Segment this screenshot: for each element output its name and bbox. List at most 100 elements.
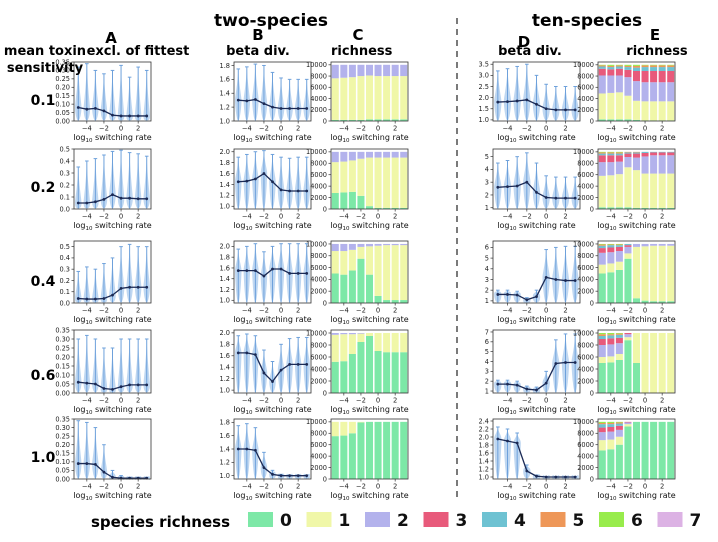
ytick-label-d1-5: 3.5 xyxy=(479,61,490,69)
mean-point-b1-x8 xyxy=(305,107,309,110)
bar-e2-x6-richness-1 xyxy=(650,173,658,208)
legend-swatch-4 xyxy=(482,512,507,527)
mean-point-a2-x4 xyxy=(111,193,114,197)
row-header-line-2: sensitivity xyxy=(7,61,84,76)
bar-e2-x4-richness-1 xyxy=(632,170,641,208)
bar-c2-x4-richness-2 xyxy=(365,151,374,158)
xtick-label-a4-1: −2 xyxy=(99,397,109,405)
row-label-0.6: 0.6 xyxy=(31,368,56,384)
ytick-label-e4-3: 6000 xyxy=(577,353,594,361)
xlabel-e1: log10 switching rate xyxy=(597,133,676,144)
xtick-label-d3-1: −2 xyxy=(522,307,532,315)
bar-c1-x7-richness-0 xyxy=(391,119,399,121)
mean-point-b1-x0 xyxy=(236,98,240,102)
row-label-0.1: 0.1 xyxy=(31,93,56,109)
bar-e3-x0-richness-3 xyxy=(598,248,606,253)
bar-e2-x3-richness-1 xyxy=(624,167,632,208)
bar-e4-x5-richness-1 xyxy=(641,333,649,393)
mean-point-b2-x2 xyxy=(253,177,257,181)
bar-e5-x4-richness-0 xyxy=(632,421,641,479)
ytick-label-c3-2: 4000 xyxy=(310,276,327,284)
bar-c3-x6-richness-0 xyxy=(383,300,391,303)
bar-c5-x2-richness-0 xyxy=(348,433,356,479)
bar-e5-x2-richness-5 xyxy=(615,422,623,424)
xtick-label-e2-1: −2 xyxy=(623,213,633,221)
bar-e3-x1-richness-0 xyxy=(607,272,615,303)
mean-point-d3-x3 xyxy=(525,298,529,302)
ytick-label-a4-2: 0.10 xyxy=(55,371,70,379)
xtick-label-d2-3: 2 xyxy=(563,213,567,221)
axes-frame-b2 xyxy=(233,148,312,210)
xtick-label-a5-1: −2 xyxy=(99,483,109,491)
ytick-label-a4-1: 0.05 xyxy=(55,380,70,388)
mean-point-b3-x4 xyxy=(271,267,274,271)
mean-point-b5-x6 xyxy=(288,474,292,478)
xtick-label-c1-3: 2 xyxy=(393,125,397,133)
xtick-label-e5-0: −4 xyxy=(606,483,616,491)
ytick-label-b4-3: 1.6 xyxy=(220,352,231,360)
ytick-label-a4-0: 0.00 xyxy=(55,389,70,397)
xtick-label-b3-0: −4 xyxy=(242,307,252,315)
axes-frame-e2 xyxy=(597,148,676,210)
bar-e5-x2-richness-1 xyxy=(615,436,623,445)
bar-e2-x2-richness-1 xyxy=(615,174,623,208)
xtick-label-c4-0: −4 xyxy=(339,397,349,405)
bar-c4-x2-richness-0 xyxy=(348,354,356,393)
ytick-label-d2-4: 5 xyxy=(485,153,489,161)
xtick-label-d5-1: −2 xyxy=(522,483,532,491)
mean-point-b3-x1 xyxy=(245,269,249,273)
ytick-label-e3-2: 4000 xyxy=(577,276,594,284)
xtick-label-b1-1: −2 xyxy=(259,125,269,133)
mean-point-d2-x6 xyxy=(554,196,558,200)
axes-frame-e5 xyxy=(597,418,676,480)
ytick-label-b2-4: 1.8 xyxy=(220,159,231,167)
bar-e1-x4-richness-4 xyxy=(632,67,641,71)
legend-label-7: 7 xyxy=(690,511,702,531)
xtick-label-e5-1: −2 xyxy=(623,483,633,491)
mean-point-b5-x0 xyxy=(236,447,240,451)
bar-e3-x6-richness-1 xyxy=(650,245,658,302)
bar-e2-x1-richness-1 xyxy=(607,175,615,208)
bar-e1-x1-richness-0 xyxy=(607,119,615,121)
ytick-label-d4-3: 4 xyxy=(485,358,489,366)
ytick-label-a5-2: 0.10 xyxy=(55,458,70,466)
mean-point-a1-x4 xyxy=(111,113,114,117)
xtick-label-b3-3: 2 xyxy=(296,307,300,315)
bar-c4-x8-richness-1 xyxy=(400,333,408,353)
xtick-label-b4-0: −4 xyxy=(242,397,252,405)
ytick-label-a3-1: 0.1 xyxy=(60,288,71,296)
xtick-label-b2-0: −4 xyxy=(242,213,252,221)
mean-point-b2-x6 xyxy=(288,189,292,193)
bar-e1-x8-richness-6 xyxy=(667,64,675,66)
bar-e4-x2-richness-6 xyxy=(615,333,623,334)
xtick-label-b1-2: 0 xyxy=(279,125,283,133)
xlabel-c4: log10 switching rate xyxy=(330,405,409,416)
bar-c3-x7-richness-1 xyxy=(391,245,399,301)
axes-frame-c1 xyxy=(330,61,409,122)
bar-e2-x4-richness-4 xyxy=(632,152,641,154)
bar-e5-x0-richness-2 xyxy=(598,432,606,441)
panel-a-4: 0.000.050.100.150.200.250.300.35 −4 −2 0 2lo… xyxy=(55,326,151,416)
ytick-label-e5-1: 2000 xyxy=(577,464,594,472)
mean-point-a3-x7 xyxy=(136,285,140,289)
mean-point-d4-x0 xyxy=(496,382,500,386)
mean-point-d2-x5 xyxy=(544,196,548,199)
bar-e2-x3-richness-2 xyxy=(624,157,632,168)
bar-e3-x1-richness-3 xyxy=(607,247,615,253)
bar-e4-x3-richness-3 xyxy=(624,333,632,335)
bar-e3-x0-richness-4 xyxy=(598,245,606,249)
ytick-label-d2-1: 2 xyxy=(485,191,489,199)
ytick-label-d3-4: 5 xyxy=(485,254,489,262)
ytick-label-d4-2: 3 xyxy=(485,368,489,376)
axes-frame-b4 xyxy=(233,329,312,394)
mean-point-a2-x5 xyxy=(119,196,123,200)
mean-point-b3-x7 xyxy=(296,271,300,275)
axes-frame-d2 xyxy=(492,148,581,210)
ytick-label-c2-5: 10000 xyxy=(306,148,327,156)
mean-point-a4-x8 xyxy=(145,383,149,387)
bar-c2-x7-richness-0 xyxy=(391,207,399,209)
legend: 0 1 2 3 4 5 6 7 xyxy=(248,511,701,531)
xlabel-c1: log10 switching rate xyxy=(330,133,409,144)
